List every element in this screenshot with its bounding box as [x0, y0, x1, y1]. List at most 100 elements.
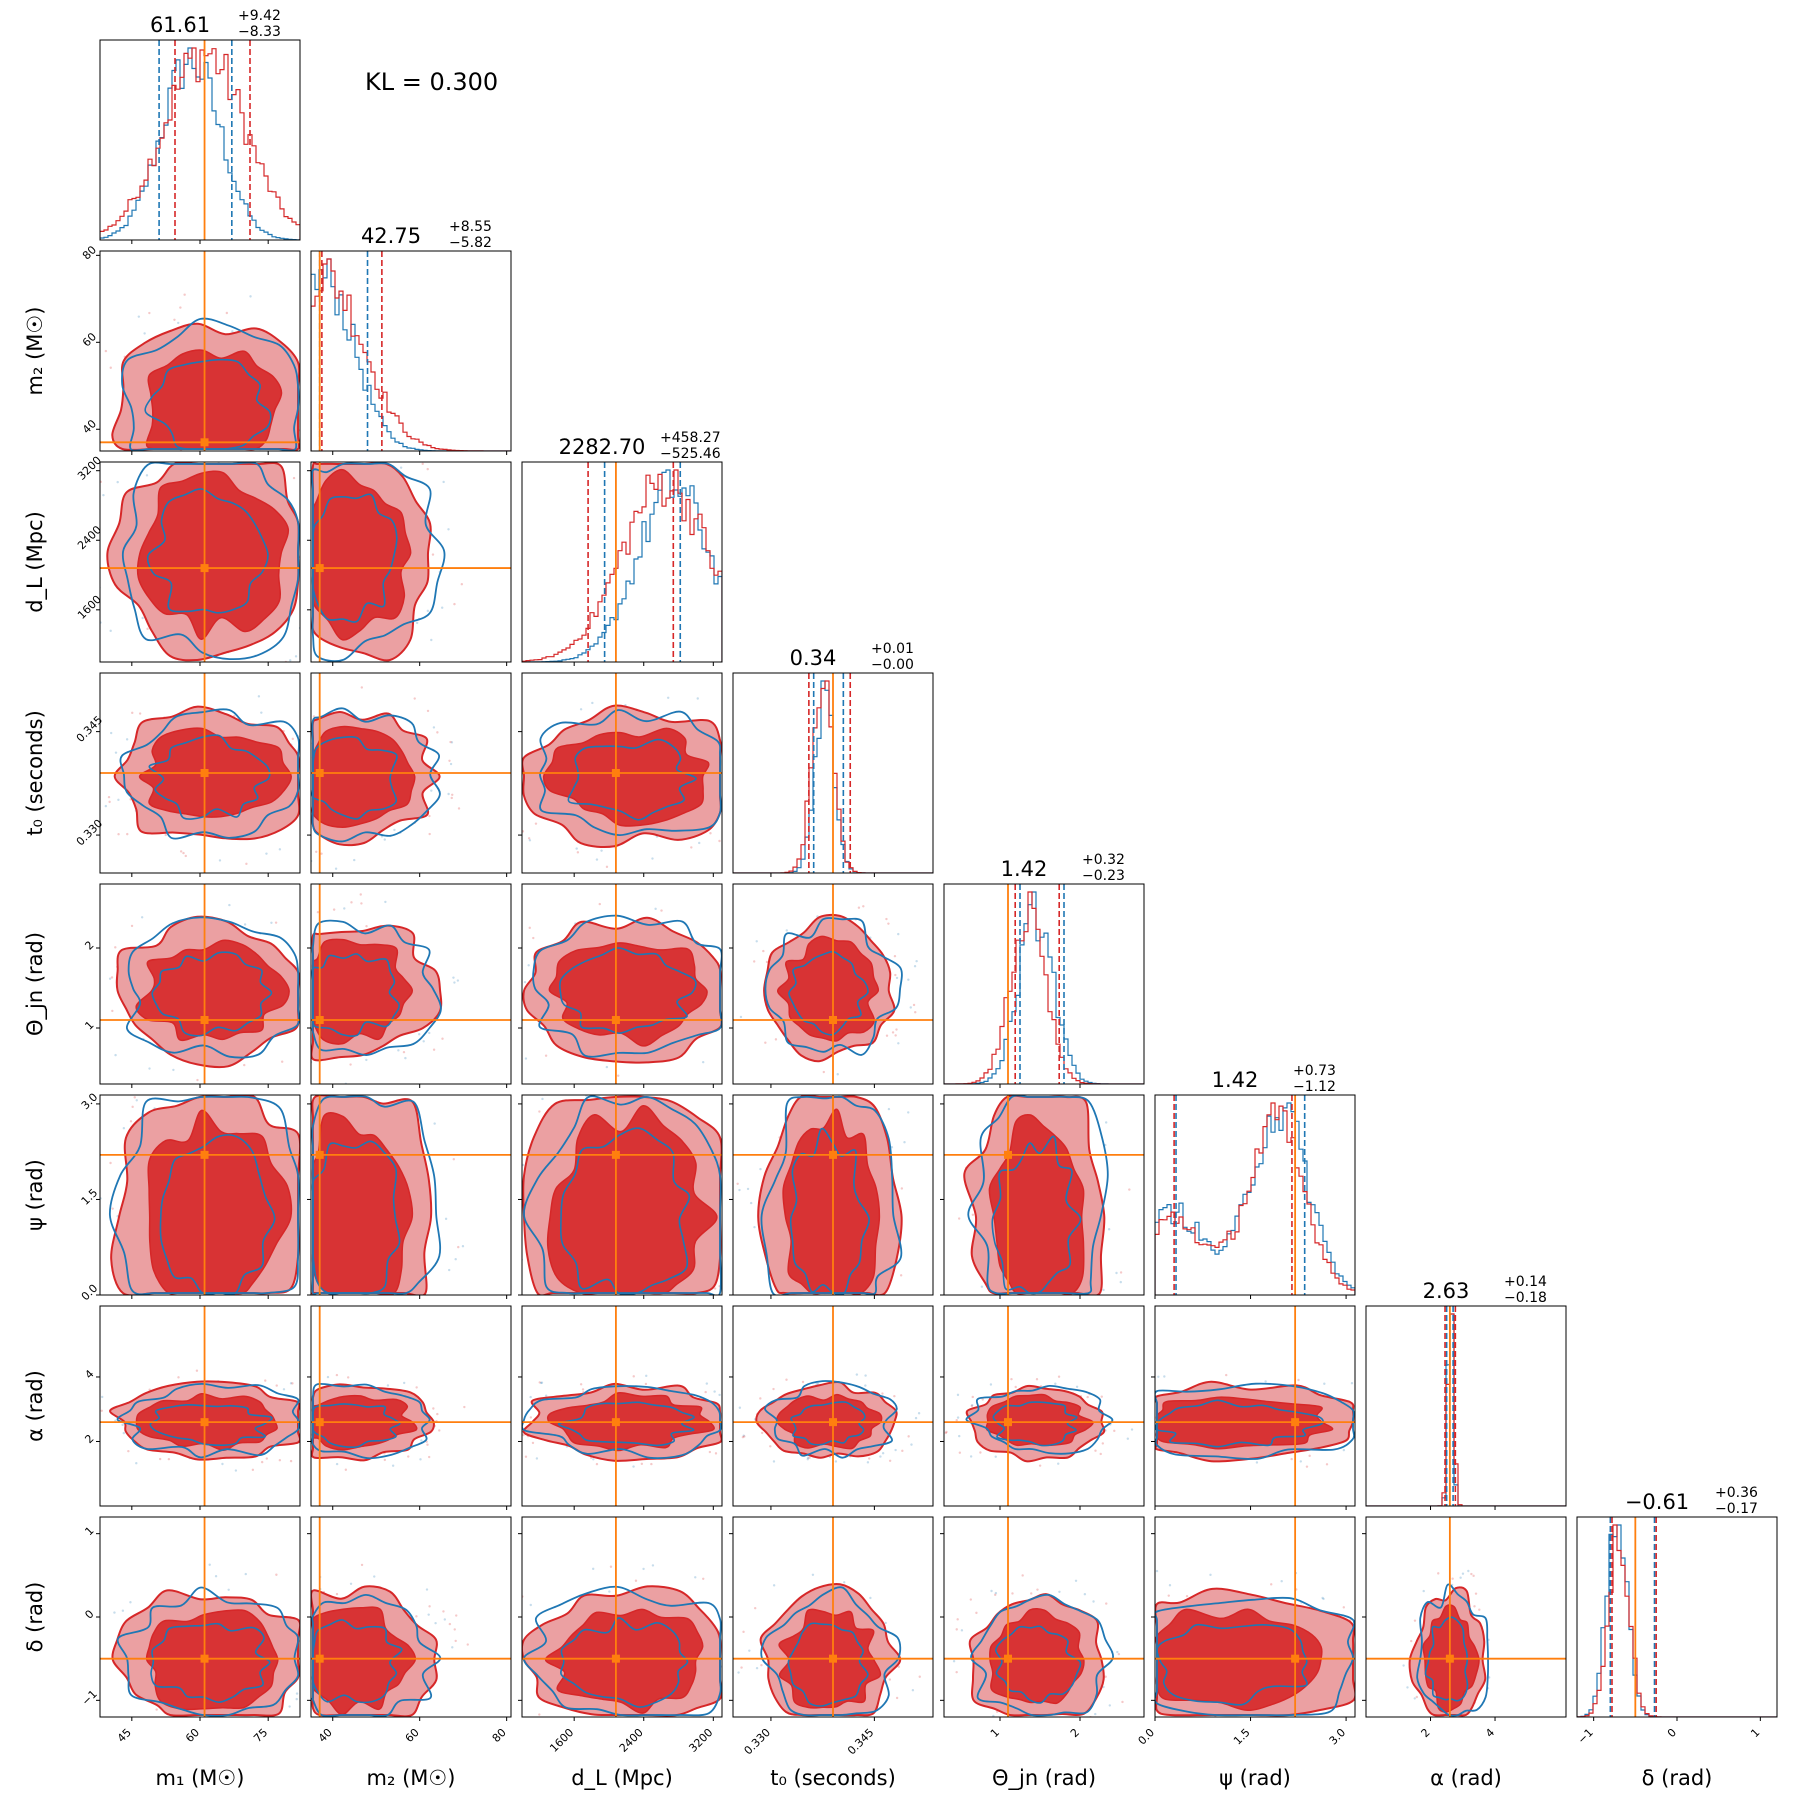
scatter-point — [1371, 1406, 1373, 1408]
scatter-point — [240, 1340, 242, 1342]
scatter-point — [323, 390, 325, 392]
scatter-point — [273, 1347, 275, 1349]
scatter-point — [196, 1078, 199, 1082]
scatter-point — [704, 1390, 707, 1394]
scatter-point — [958, 1434, 961, 1438]
scatter-point — [295, 1697, 298, 1701]
scatter-point — [581, 1388, 585, 1391]
truth-marker — [200, 438, 209, 447]
scatter-point — [383, 1458, 387, 1462]
x-axis-label: ψ (rad) — [1219, 1766, 1291, 1790]
scatter-point — [1377, 1391, 1379, 1393]
scatter-point — [772, 1387, 775, 1391]
scatter-point — [753, 960, 756, 963]
scatter-point — [307, 1655, 309, 1657]
panel-2-1 — [307, 461, 512, 666]
scatter-point — [730, 965, 732, 967]
scatter-point — [281, 1089, 283, 1091]
panel-frame — [1154, 1305, 1356, 1507]
scatter-point — [1126, 1403, 1128, 1405]
scatter-point — [718, 839, 721, 843]
scatter-point — [289, 1459, 293, 1463]
hist-red — [1155, 1102, 1355, 1295]
scatter-point — [183, 692, 185, 694]
contour-blue-inner — [311, 735, 398, 820]
scatter-point — [892, 1343, 894, 1345]
hist-blue — [1366, 1313, 1566, 1506]
panel-frame — [521, 672, 723, 874]
contour-red-inner — [145, 1609, 279, 1711]
scatter-point — [765, 960, 769, 964]
y-axis-label: Θ_jn (rad) — [23, 932, 48, 1036]
scatter-point — [892, 1347, 894, 1349]
scatter-point — [527, 837, 531, 840]
scatter-point — [100, 1409, 103, 1412]
contour-red-inner — [147, 1109, 293, 1295]
scatter-point — [167, 1457, 171, 1461]
scatter-point — [736, 831, 738, 833]
scatter-point — [508, 1443, 510, 1445]
scatter-point — [915, 959, 918, 963]
scatter-point — [1128, 1188, 1131, 1191]
scatter-point — [535, 1457, 539, 1460]
scatter-point — [265, 852, 268, 855]
scatter-point — [884, 1621, 887, 1625]
diag-title: 61.61 — [150, 13, 210, 37]
title-plus: +9.42 — [238, 8, 281, 24]
scatter-point — [994, 1455, 997, 1458]
scatter-point — [498, 1014, 500, 1016]
scatter-point — [264, 1379, 267, 1382]
scatter-point — [350, 901, 353, 904]
scatter-point — [234, 1469, 238, 1472]
scatter-point — [1385, 1682, 1387, 1684]
panel-content — [1155, 1517, 1387, 1724]
truth-marker — [315, 1654, 324, 1663]
scatter-point — [434, 1621, 437, 1625]
scatter-point — [428, 1605, 431, 1608]
scatter-point — [442, 1610, 445, 1613]
panel-content — [311, 1306, 511, 1506]
scatter-point — [975, 1337, 977, 1339]
scatter-point — [1093, 1348, 1095, 1350]
scatter-point — [897, 1665, 900, 1668]
scatter-point — [749, 1201, 753, 1205]
scatter-point — [1083, 1593, 1087, 1596]
scatter-point — [145, 474, 149, 477]
hist-blue — [311, 258, 511, 451]
scatter-point — [1242, 1722, 1244, 1724]
scatter-point — [1413, 1697, 1416, 1700]
scatter-point — [192, 454, 194, 456]
scatter-point — [1036, 1588, 1039, 1591]
y-tick-label: 1 — [82, 1524, 96, 1538]
scatter-point — [576, 1387, 578, 1389]
scatter-point — [1255, 1461, 1259, 1464]
diag-title: 42.75 — [361, 224, 421, 248]
scatter-point — [1124, 1382, 1126, 1384]
scatter-point — [1056, 1723, 1058, 1725]
panel-6-2 — [508, 1305, 723, 1510]
scatter-point — [774, 1038, 778, 1041]
scatter-point — [1155, 1569, 1159, 1573]
scatter-point — [305, 528, 307, 530]
scatter-point — [182, 851, 185, 855]
scatter-point — [167, 1335, 169, 1337]
scatter-point — [772, 1460, 776, 1463]
scatter-point — [811, 1573, 815, 1576]
scatter-point — [1104, 1121, 1108, 1124]
scatter-point — [941, 1412, 943, 1414]
x-tick-label: 3200 — [686, 1726, 715, 1755]
scatter-point — [456, 979, 460, 982]
x-axis-label: Θ_jn (rad) — [992, 1766, 1096, 1791]
scatter-point — [302, 1645, 304, 1647]
scatter-point — [534, 822, 538, 825]
scatter-point — [1151, 1412, 1153, 1414]
scatter-point — [420, 1439, 423, 1442]
scatter-point — [1323, 1382, 1326, 1385]
y-axis-label: d_L (Mpc) — [23, 511, 48, 613]
scatter-point — [971, 1395, 974, 1399]
x-tick-label: 2 — [1418, 1726, 1432, 1740]
scatter-point — [508, 1438, 510, 1440]
panel-7-6: 2 4 α (rad) — [1362, 1516, 1567, 1790]
scatter-point — [454, 1257, 457, 1261]
scatter-point — [316, 910, 320, 914]
